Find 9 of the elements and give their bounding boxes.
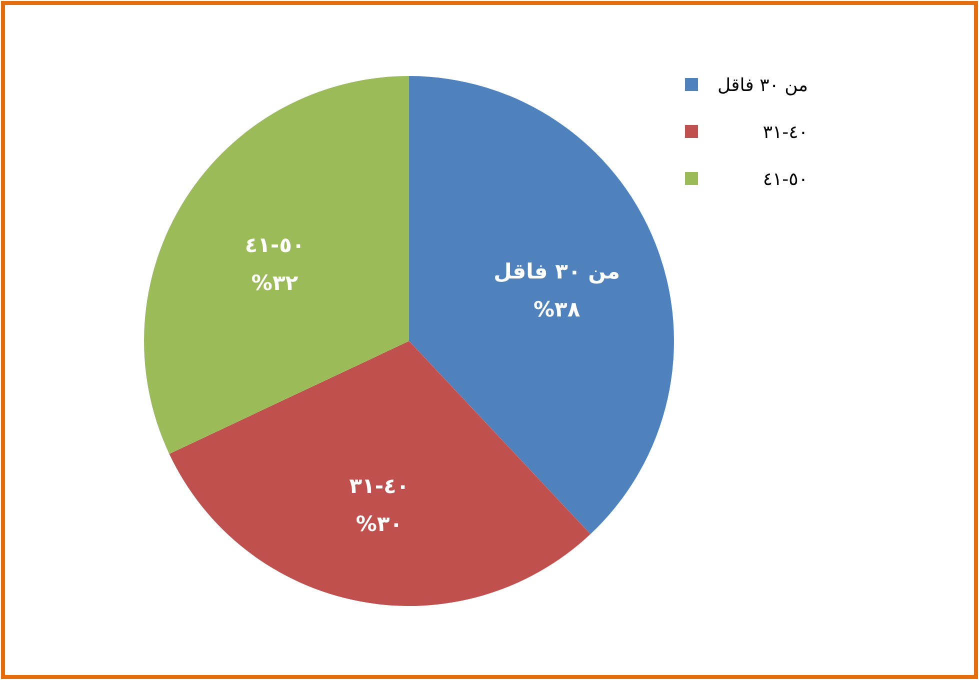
data-label: %٣٨ [533, 297, 580, 322]
slice-label: ٣١-٤٠ [349, 474, 410, 498]
legend-label: من ٣٠ فاقل [718, 75, 808, 96]
slice-label: ٤١-٥٠ [244, 232, 305, 257]
slice-label: من ٣٠ فاقل [494, 259, 620, 284]
data-label: %٣٠ [356, 512, 403, 536]
category-label: ٣١-٤٠ [762, 122, 808, 143]
data-label: %٣٢ [251, 270, 298, 295]
category-label: ٤١-٥٠ [762, 169, 808, 190]
